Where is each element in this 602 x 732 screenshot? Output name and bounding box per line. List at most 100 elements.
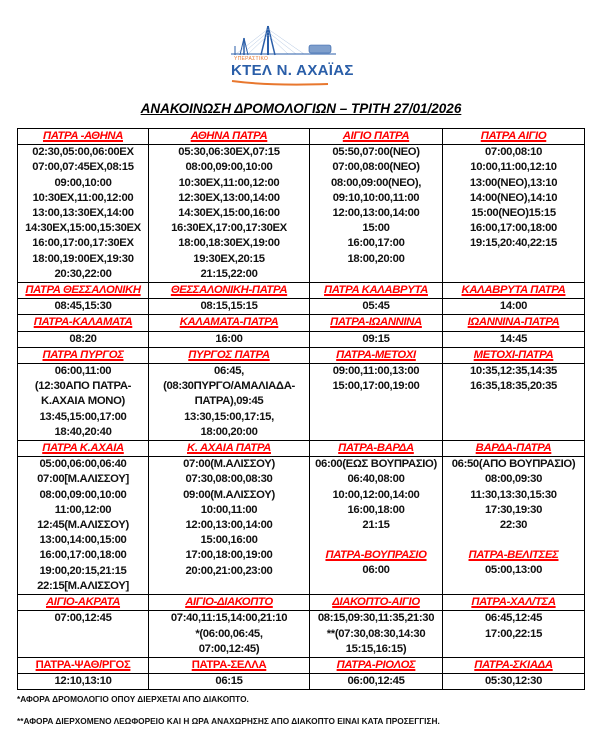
- departure-times: 18:00,18:30ΕΧ,19:00: [178, 237, 280, 250]
- departure-times: 18:40,20:40: [54, 425, 112, 438]
- sub-route-header: ΠΑΤΡΑ-ΒΟΥΠΡΑΣΙΟ: [311, 548, 441, 563]
- departure-times: *(06:00,06:45,: [195, 627, 263, 640]
- route-header-cell: ΠΑΤΡΑ-ΨΑΘ/ΡΓΟΣ: [17, 656, 149, 675]
- schedule-content: ΠΑΤΡΑ -ΑΘΗΝΑ ΑΘΗΝΑ ΠΑΤΡΑ ΑΙΓΙΟ ΠΑΤΡΑ ΠΑΤΡΑ …: [17, 127, 585, 727]
- departure-times: 05:45: [362, 300, 390, 313]
- departure-times: 09:10,10:00,11:00: [332, 191, 420, 204]
- footnote-2: **ΑΦΟΡΑ ΔΙΕΡΧΟΜΕΝΟ ΛΕΩΦΟΡΕΙΟ ΚΑΙ Η ΩΡΑ Α…: [17, 716, 440, 727]
- departure-times: 06:50(ΑΠΟ ΒΟΥΠΡΑΣΙΟ): [451, 458, 576, 471]
- route-name: ΠΑΤΡΑ-ΣΕΛΛΑ: [191, 658, 267, 671]
- times-cell: 05:50,07:00(ΝΕΟ) 07:00,08:00(ΝΕΟ) 08:00,09…: [309, 144, 443, 284]
- departure-times: 12:30ΕΧ,13:00,14:00: [178, 191, 280, 204]
- departure-times: 19:30ΕΧ,20:15: [193, 252, 265, 265]
- departure-times: 17:00,18:00,19:00: [185, 549, 273, 562]
- times-cell: 12:10,13:10: [17, 673, 149, 691]
- times-cell: 08:45,15:30: [17, 298, 149, 316]
- departure-times: 08:45,15:30: [54, 300, 112, 313]
- departure-times: 06:00,12:45: [347, 675, 405, 688]
- departure-times: 10:00,11:00,12:10: [470, 161, 557, 174]
- departure-times: 05:00,13:00: [484, 564, 543, 577]
- departure-times: Κ.ΑΧΑΙΑ ΜΟΝΟ): [41, 395, 125, 408]
- times-cell: 05:45: [309, 298, 443, 316]
- times-cell: 02:30,05:00,06:00ΕΧ 07:00,07:45ΕΧ,08:15 09…: [17, 144, 149, 284]
- departure-times: 08:15,09:30,11:35,21:30: [317, 612, 435, 625]
- departure-times: 07:00(Μ.ΑΛΙΣΣΟΥ): [183, 458, 275, 471]
- departure-times: 09:00(Μ.ΑΛΙΣΣΟΥ): [183, 488, 275, 501]
- departure-times: 10:30ΕΧ,11:00,12:00: [32, 191, 134, 204]
- route-header-cell: ΠΑΤΡΑ-ΜΕΤΟΧΙ: [309, 346, 443, 365]
- route-header-cell: ΠΑΤΡΑ-ΙΩΑΝΝΙΝΑ: [309, 314, 443, 332]
- departure-times: 06:15: [215, 675, 243, 688]
- route-header-cell: ΠΑΤΡΑ-ΣΕΛΛΑ: [148, 656, 310, 675]
- departure-times: 06:45,12:45: [484, 612, 543, 625]
- route-header-cell: ΠΑΤΡΑ ΑΙΓΙΟ: [442, 127, 585, 146]
- route-name: ΑΙΓΙΟ ΠΑΤΡΑ: [342, 130, 410, 142]
- departure-times: (08:30ΠΥΡΓΟ/ΑΜΑΛΙΑΔΑ-: [163, 380, 295, 393]
- times-cell: 10:35,12:35,14:35 16:35,18:35,20:35: [442, 363, 585, 442]
- route-name: ΚΑΛΑΜΑΤΑ-ΠΑΤΡΑ: [179, 316, 279, 329]
- departure-times: 19:15,20:40,22:15: [469, 237, 557, 250]
- departure-times: **(07:30,08:30,14:30: [326, 627, 426, 640]
- route-header-row: ΠΑΤΡΑ-ΨΑΘ/ΡΓΟΣ ΠΑΤΡΑ-ΣΕΛΛΑ ΠΑΤΡΑ-ΡΙΟΛΟΣ ΠΑΤ…: [17, 656, 585, 675]
- departure-times: 13:00(ΝΕΟ),13:10: [469, 176, 558, 189]
- times-cell: 05:00,06:00,06:40 07:00[Μ.ΑΛΙΣΣΟΥ] 08:00,0…: [17, 456, 149, 596]
- route-name: ΒΑΡΔΑ-ΠΑΤΡΑ: [475, 442, 552, 455]
- times-cell: 06:45,12:45 17:00,22:15: [442, 610, 585, 658]
- route-header-row: ΠΑΤΡΑ -ΑΘΗΝΑ ΑΘΗΝΑ ΠΑΤΡΑ ΑΙΓΙΟ ΠΑΤΡΑ ΠΑΤΡΑ …: [17, 127, 585, 146]
- schedule-row: 05:00,06:00,06:40 07:00[Μ.ΑΛΙΣΣΟΥ] 08:00,0…: [17, 456, 585, 596]
- route-header-cell: ΔΙΑΚΟΠΤΟ-ΑΙΓΙΟ: [309, 594, 443, 612]
- route-header-cell: ΠΑΤΡΑ ΘΕΣΣΑΛΟΝΙΚΗ: [17, 282, 149, 300]
- departure-times: 05:00,06:00,06:40: [39, 458, 127, 471]
- logo-name: ΚΤΕΛ Ν. ΑΧΑΪΑΣ: [231, 62, 354, 79]
- departure-times: 19:00,20:15,21:15: [39, 564, 127, 577]
- departure-times: 22:30: [499, 519, 528, 532]
- route-name: ΠΑΤΡΑ-ΒΕΛΙΤΣΕΣ: [468, 549, 559, 562]
- spacer: [311, 533, 441, 548]
- route-header-row: ΠΑΤΡΑ ΘΕΣΣΑΛΟΝΙΚΗ ΘΕΣΣΑΛΟΝΙΚΗ-ΠΑΤΡΑ ΠΑΤΡΑ …: [17, 282, 585, 300]
- times-cell: 06:00(ΕΩΣ ΒΟΥΠΡΑΣΙΟ) 06:40,08:00 10:00,12:…: [309, 456, 443, 596]
- times-cell: 09:00,11:00,13:00 15:00,17:00,19:00: [309, 363, 443, 442]
- departure-times: 07:00,12:45): [198, 642, 260, 655]
- route-header-cell: ΙΩΑΝΝΙΝΑ-ΠΑΤΡΑ: [442, 314, 585, 332]
- departure-times: 02:30,05:00,06:00ΕΧ: [32, 146, 134, 159]
- route-header-cell: ΠΑΤΡΑ-ΒΑΡΔΑ: [309, 440, 443, 458]
- times-cell: 06:00,11:00 (12:30ΑΠΟ ΠΑΤΡΑ- Κ.ΑΧΑΙΑ ΜΟΝΟ)…: [17, 363, 149, 442]
- departure-times: 13:45,15:00,17:00: [39, 410, 127, 423]
- schedule-table: ΠΑΤΡΑ -ΑΘΗΝΑ ΑΘΗΝΑ ΠΑΤΡΑ ΑΙΓΙΟ ΠΑΤΡΑ ΠΑΤΡΑ …: [17, 127, 585, 691]
- route-header-cell: Κ. ΑΧΑΙΑ ΠΑΤΡΑ: [148, 440, 310, 458]
- schedule-row: 08:20 16:00 09:15 14:45: [17, 330, 585, 348]
- logo-swoosh-icon: [231, 80, 329, 86]
- departure-times: 06:00: [362, 564, 390, 577]
- bridge-bus-icon: [231, 25, 336, 56]
- times-cell: 16:00: [148, 330, 310, 348]
- times-cell: 05:30,06:30ΕΧ,07:15 08:00,09:00,10:00 10:3…: [148, 144, 310, 284]
- route-name: ΑΙΓΙΟ-ΑΚΡΑΤΑ: [45, 596, 121, 609]
- times-cell: 05:30,12:30: [442, 673, 585, 691]
- departure-times: 13:00,13:30ΕΧ,14:00: [32, 207, 134, 220]
- departure-times: 15:00,17:00,19:00: [332, 380, 420, 393]
- departure-times: 21:15,22:00: [200, 267, 258, 280]
- departure-times: 13:00,14:00,15:00: [39, 534, 127, 547]
- departure-times: 10:30ΕΧ,11:00,12:00: [178, 176, 280, 189]
- route-header-cell: ΑΙΓΙΟ-ΑΚΡΑΤΑ: [17, 594, 149, 612]
- route-name: ΙΩΑΝΝΙΝΑ-ΠΑΤΡΑ: [467, 316, 560, 329]
- times-cell: 08:20: [17, 330, 149, 348]
- route-header-row: ΑΙΓΙΟ-ΑΚΡΑΤΑ ΑΙΓΙΟ-ΔΙΑΚΟΠΤΟ ΔΙΑΚΟΠΤΟ-ΑΙΓΙΟ…: [17, 594, 585, 612]
- departure-times: 07:00[Μ.ΑΛΙΣΣΟΥ]: [37, 473, 129, 486]
- times-cell: 07:00(Μ.ΑΛΙΣΣΟΥ) 07:30,08:00,08:30 09:00(Μ…: [148, 456, 310, 596]
- departure-times: 16:00,18:00: [347, 503, 405, 516]
- departure-times: 18:00,19:00ΕΧ,19:30: [32, 252, 134, 265]
- departure-times: 08:15,15:15: [200, 300, 258, 313]
- departure-times: 21:15: [362, 519, 390, 532]
- departure-times: 06:45,: [214, 365, 244, 378]
- route-name: ΠΑΤΡΑ ΚΑΛΑΒΡΥΤΑ: [324, 284, 428, 297]
- departure-times: 12:00,13:00,14:00: [332, 207, 420, 220]
- times-cell: 06:45, (08:30ΠΥΡΓΟ/ΑΜΑΛΙΑΔΑ- ΠΑΤΡΑ),09:45 1…: [148, 363, 310, 442]
- departure-times: 09:00,10:00: [54, 176, 112, 189]
- departure-times: 16:00,17:00,18:00: [469, 222, 557, 235]
- departure-times: 08:00,09:00,10:00: [185, 161, 273, 174]
- times-cell: 09:15: [309, 330, 443, 348]
- route-header-cell: ΠΑΤΡΑ ΚΑΛΑΒΡΥΤΑ: [309, 282, 443, 300]
- route-name: ΠΑΤΡΑ-ΒΟΥΠΡΑΣΙΟ: [325, 549, 427, 562]
- schedule-row: 07:00,12:45 07:40,11:15,14:00,21:10 *(06:0…: [17, 610, 585, 658]
